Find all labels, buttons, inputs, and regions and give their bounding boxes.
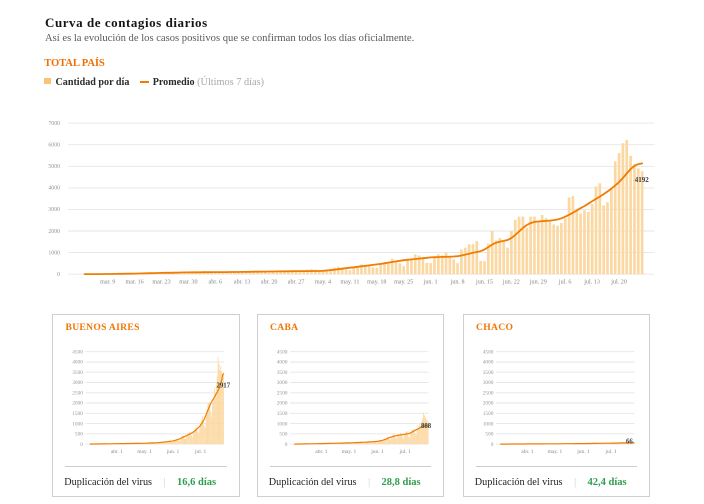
svg-text:abr. 13: abr. 13 bbox=[234, 280, 251, 286]
svg-text:mar. 30: mar. 30 bbox=[179, 280, 197, 286]
svg-text:4500: 4500 bbox=[483, 349, 494, 355]
svg-text:3000: 3000 bbox=[277, 380, 288, 386]
svg-text:3000: 3000 bbox=[72, 380, 83, 386]
svg-text:500: 500 bbox=[279, 432, 287, 438]
svg-text:888: 888 bbox=[421, 423, 432, 430]
svg-text:2000: 2000 bbox=[72, 401, 83, 407]
svg-text:3500: 3500 bbox=[72, 370, 83, 376]
svg-text:abr. 6: abr. 6 bbox=[209, 280, 223, 286]
svg-text:4500: 4500 bbox=[277, 349, 288, 355]
svg-text:abr. 1: abr. 1 bbox=[111, 449, 123, 455]
svg-text:3000: 3000 bbox=[48, 207, 60, 213]
svg-text:2000: 2000 bbox=[277, 401, 288, 407]
svg-text:500: 500 bbox=[485, 432, 493, 438]
svg-text:1500: 1500 bbox=[277, 411, 288, 417]
svg-text:4000: 4000 bbox=[72, 360, 83, 366]
svg-text:jul. 6: jul. 6 bbox=[558, 280, 572, 286]
svg-text:1500: 1500 bbox=[72, 411, 83, 417]
svg-text:5000: 5000 bbox=[48, 164, 60, 170]
svg-text:1000: 1000 bbox=[483, 421, 494, 427]
svg-text:jun. 1: jun. 1 bbox=[370, 449, 384, 455]
svg-text:2500: 2500 bbox=[483, 391, 494, 397]
svg-text:jun. 1: jun. 1 bbox=[423, 280, 438, 286]
svg-text:may. 1: may. 1 bbox=[342, 449, 357, 455]
svg-text:may. 1: may. 1 bbox=[548, 449, 563, 455]
svg-text:abr. 1: abr. 1 bbox=[315, 449, 327, 455]
svg-text:jun. 1: jun. 1 bbox=[576, 449, 590, 455]
svg-text:1000: 1000 bbox=[277, 421, 288, 427]
svg-text:4000: 4000 bbox=[48, 186, 60, 192]
svg-text:may. 18: may. 18 bbox=[367, 280, 386, 286]
svg-text:jul. 1: jul. 1 bbox=[398, 449, 411, 455]
svg-text:4000: 4000 bbox=[277, 360, 288, 366]
svg-text:jul. 1: jul. 1 bbox=[604, 449, 617, 455]
svg-text:may. 25: may. 25 bbox=[394, 280, 413, 286]
svg-text:jun. 15: jun. 15 bbox=[475, 280, 493, 286]
svg-text:may. 1: may. 1 bbox=[137, 449, 152, 455]
svg-text:jun. 29: jun. 29 bbox=[529, 280, 547, 286]
svg-text:1500: 1500 bbox=[483, 411, 494, 417]
svg-text:4000: 4000 bbox=[483, 360, 494, 366]
svg-text:abr. 1: abr. 1 bbox=[521, 449, 533, 455]
svg-text:2000: 2000 bbox=[483, 401, 494, 407]
svg-text:may. 4: may. 4 bbox=[315, 280, 331, 286]
svg-text:jun. 1: jun. 1 bbox=[166, 449, 180, 455]
svg-text:2000: 2000 bbox=[48, 229, 60, 235]
svg-text:0: 0 bbox=[285, 442, 288, 448]
svg-text:mar. 23: mar. 23 bbox=[152, 280, 170, 286]
svg-text:3000: 3000 bbox=[483, 380, 494, 386]
svg-text:2500: 2500 bbox=[72, 391, 83, 397]
svg-text:mar. 16: mar. 16 bbox=[125, 280, 143, 286]
svg-text:3500: 3500 bbox=[277, 370, 288, 376]
svg-text:jul. 20: jul. 20 bbox=[610, 280, 627, 286]
svg-text:0: 0 bbox=[80, 442, 83, 448]
svg-text:jul. 1: jul. 1 bbox=[194, 449, 207, 455]
svg-text:may. 11: may. 11 bbox=[340, 280, 359, 286]
svg-text:4192: 4192 bbox=[635, 176, 650, 184]
svg-text:7000: 7000 bbox=[48, 121, 60, 127]
svg-text:2500: 2500 bbox=[277, 391, 288, 397]
svg-text:66: 66 bbox=[626, 439, 633, 446]
svg-text:4500: 4500 bbox=[72, 349, 83, 355]
svg-text:jun. 22: jun. 22 bbox=[502, 280, 520, 286]
svg-text:1000: 1000 bbox=[72, 421, 83, 427]
svg-text:jun. 8: jun. 8 bbox=[450, 280, 465, 286]
svg-text:jul. 13: jul. 13 bbox=[583, 280, 600, 286]
svg-text:1000: 1000 bbox=[48, 250, 60, 256]
svg-text:0: 0 bbox=[57, 272, 60, 278]
svg-text:mar. 9: mar. 9 bbox=[100, 280, 115, 286]
svg-text:abr. 20: abr. 20 bbox=[261, 280, 278, 286]
svg-text:2917: 2917 bbox=[217, 383, 231, 390]
svg-text:500: 500 bbox=[75, 432, 83, 438]
svg-text:abr. 27: abr. 27 bbox=[288, 280, 305, 286]
svg-text:3500: 3500 bbox=[483, 370, 494, 376]
svg-text:0: 0 bbox=[491, 442, 494, 448]
svg-text:6000: 6000 bbox=[48, 143, 60, 149]
